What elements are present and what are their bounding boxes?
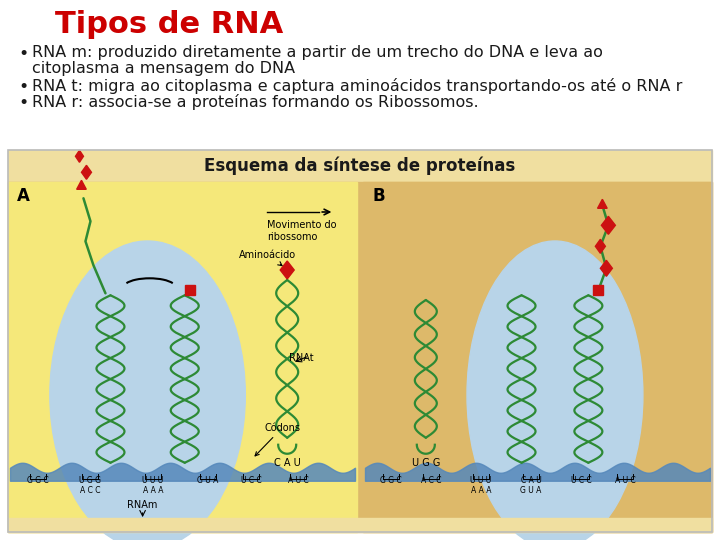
- Bar: [363, 182, 712, 532]
- Text: A U C: A U C: [287, 476, 308, 485]
- Text: U U U
A A A: U U U A A A: [470, 476, 492, 495]
- Text: C A U
G U A: C A U G U A: [521, 476, 541, 495]
- Text: U G G
A C C: U G G A C C: [79, 476, 101, 495]
- Text: Movimento do
ribossomo: Movimento do ribossomo: [267, 220, 337, 241]
- Text: U G G: U G G: [412, 458, 440, 468]
- Text: A U C: A U C: [615, 476, 635, 485]
- Text: RNA r: associa-se a proteínas formando os Ribossomos.: RNA r: associa-se a proteínas formando o…: [32, 94, 479, 110]
- Text: Tipos de RNA: Tipos de RNA: [55, 10, 283, 39]
- Bar: [8, 150, 712, 182]
- Text: G G C: G G C: [27, 476, 49, 485]
- Ellipse shape: [140, 266, 214, 334]
- Text: U U U
A A A: U U U A A A: [143, 476, 163, 495]
- Bar: [8, 182, 712, 532]
- Polygon shape: [601, 217, 616, 234]
- Polygon shape: [81, 165, 91, 179]
- Text: U C C: U C C: [240, 476, 261, 485]
- Polygon shape: [76, 180, 86, 190]
- Ellipse shape: [492, 266, 566, 334]
- Text: G U A: G U A: [197, 476, 219, 485]
- Text: RNAm: RNAm: [127, 500, 158, 510]
- Text: Aminoácido: Aminoácido: [239, 250, 297, 266]
- Polygon shape: [598, 199, 607, 208]
- Bar: [8, 150, 712, 532]
- Text: G G C: G G C: [380, 476, 402, 485]
- Text: RNA m: produzido diretamente a partir de um trecho do DNA e leva ao: RNA m: produzido diretamente a partir de…: [32, 45, 603, 60]
- Text: B: B: [372, 187, 384, 205]
- Text: C A U: C A U: [274, 458, 300, 468]
- Polygon shape: [600, 260, 613, 276]
- Ellipse shape: [50, 241, 246, 540]
- Polygon shape: [280, 261, 294, 279]
- Text: •: •: [18, 78, 28, 96]
- Text: A: A: [17, 187, 30, 205]
- Text: RNAt: RNAt: [289, 353, 314, 363]
- Text: •: •: [18, 45, 28, 63]
- Polygon shape: [595, 239, 606, 253]
- Text: RNA t: migra ao citoplasma e captura aminoácidos transportando-os até o RNA r: RNA t: migra ao citoplasma e captura ami…: [32, 78, 683, 94]
- Ellipse shape: [467, 241, 643, 540]
- Bar: [185, 285, 194, 295]
- Text: citoplasma a mensagem do DNA: citoplasma a mensagem do DNA: [32, 61, 295, 76]
- Ellipse shape: [81, 266, 156, 334]
- Text: Esquema da síntese de proteínas: Esquema da síntese de proteínas: [204, 157, 516, 176]
- Bar: [593, 285, 603, 295]
- Text: Códons: Códons: [255, 423, 300, 456]
- Text: A C C: A C C: [420, 476, 441, 485]
- Text: •: •: [18, 94, 28, 112]
- Polygon shape: [76, 150, 84, 163]
- Bar: [8, 182, 357, 532]
- Text: U C C: U C C: [571, 476, 591, 485]
- Bar: [8, 518, 712, 532]
- Ellipse shape: [544, 266, 618, 334]
